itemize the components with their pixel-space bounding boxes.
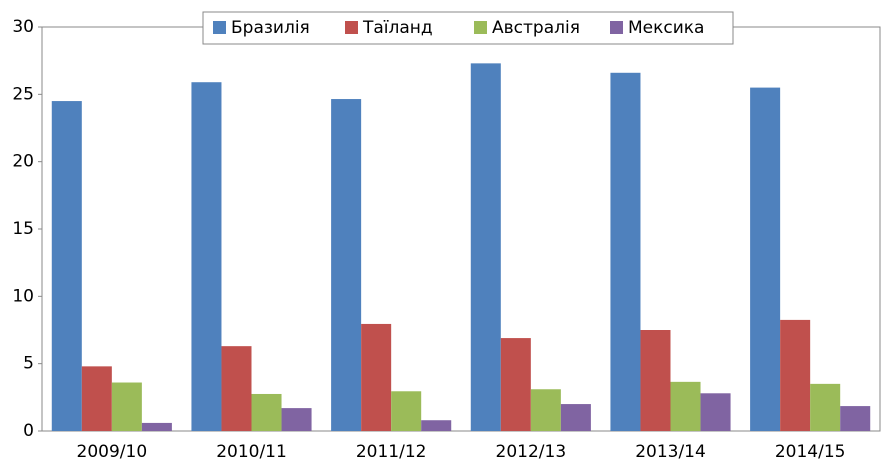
legend-swatch [474,21,487,34]
bar [470,63,501,432]
legend-box [202,11,734,45]
bar [610,72,641,431]
bar [840,406,871,431]
bar [51,101,82,432]
legend-label: Австралія [492,18,580,38]
bar [640,330,671,431]
y-tick-label: 30 [12,17,34,37]
legend-swatch [610,21,623,34]
y-tick-label: 0 [23,421,34,441]
x-tick-label: 2014/15 [775,442,846,462]
x-tick-label: 2011/12 [356,442,427,462]
bar [421,420,452,431]
bar [810,383,841,431]
bar [560,404,591,431]
bar [750,87,781,431]
bar [530,389,561,431]
bar [251,393,282,431]
y-tick-label: 15 [12,219,34,239]
x-tick-label: 2013/14 [635,442,706,462]
bar [700,393,731,431]
x-tick-label: 2009/10 [77,442,148,462]
y-tick-label: 10 [12,286,34,306]
bar [221,346,252,431]
legend-label: Таїланд [362,18,433,38]
bar [331,99,362,432]
bar [780,319,811,431]
bar [391,391,422,431]
bar [281,408,312,431]
bar [670,381,701,431]
x-tick-label: 2012/13 [496,442,567,462]
y-tick-label: 25 [12,84,34,104]
legend-swatch [213,21,226,34]
x-tick-label: 2010/11 [216,442,287,462]
legend-label: Мексика [628,18,704,38]
bar [111,382,142,431]
bar [81,366,112,431]
y-tick-label: 5 [23,354,34,374]
y-tick-label: 20 [12,152,34,172]
bar [361,323,392,431]
bar [191,82,222,432]
legend-swatch [345,21,358,34]
legend-label: Бразилія [231,18,310,38]
bar [141,422,172,431]
bar [500,338,531,431]
